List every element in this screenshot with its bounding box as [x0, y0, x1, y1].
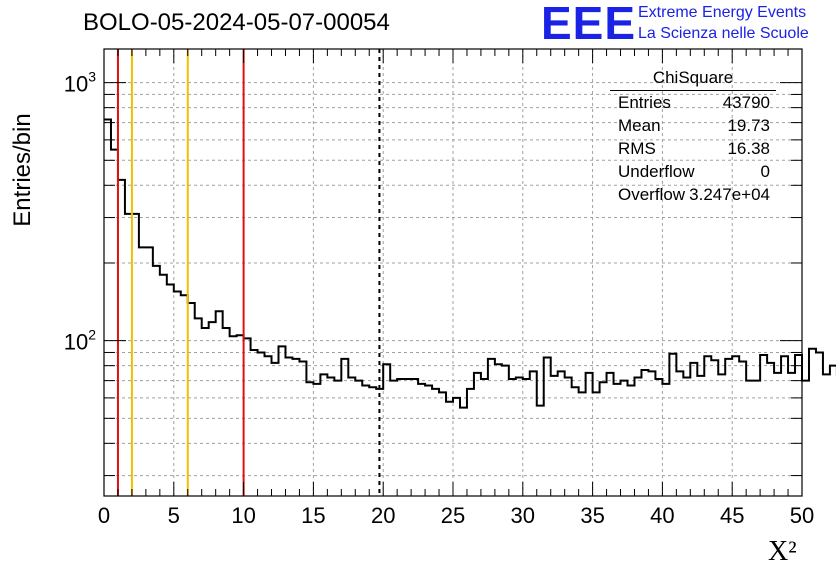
y-axis-label: Entries/bin [9, 113, 36, 227]
x-tick-label: 30 [511, 503, 535, 528]
eee-logo: EEE Extreme Energy Events La Scienza nel… [541, 0, 831, 49]
y-tick-base: 10 [64, 72, 88, 97]
stat-value: 0 [760, 162, 770, 181]
x-tick-label: 5 [168, 503, 180, 528]
x-tick-label: 35 [580, 503, 604, 528]
stat-name: Overflow [618, 185, 686, 204]
stat-row-entries: Entries 43790 [618, 93, 770, 115]
logo-line-1: Extreme Energy Events [638, 4, 807, 21]
logo-mark: EEE [541, 0, 637, 49]
x-tick-label: 0 [98, 503, 110, 528]
stats-title: ChiSquare [652, 68, 734, 87]
y-tick-exponent: 3 [88, 69, 96, 85]
x-tick-label: 45 [720, 503, 744, 528]
y-tick-label: 102 [64, 327, 96, 355]
stat-row-mean: Mean 19.73 [618, 116, 770, 138]
x-tick-label: 50 [790, 503, 814, 528]
stat-value: 16.38 [727, 139, 770, 158]
run-title: BOLO-05-2024-05-07-00054 [83, 9, 390, 36]
stats-box: ChiSquare Entries 43790 Mean 19.73 RMS 1… [610, 68, 776, 213]
stat-row-overflow: Overflow 3.247e+04 [618, 185, 770, 207]
histogram-outline [104, 118, 836, 409]
x-tick-label: 25 [441, 503, 465, 528]
x-tick-label: 10 [231, 503, 255, 528]
x-tick-label: 40 [650, 503, 674, 528]
y-tick-label: 103 [64, 69, 96, 97]
y-axis-label-box: Entries/bin [8, 110, 38, 230]
stat-name: Mean [618, 116, 661, 135]
y-tick-exponent: 2 [88, 327, 96, 343]
x-axis-label: X² [768, 536, 797, 567]
x-tick-label: 20 [371, 503, 395, 528]
y-tick-base: 10 [64, 330, 88, 355]
stat-value: 43790 [722, 93, 770, 112]
stat-name: Underflow [618, 162, 695, 181]
stat-value: 19.73 [727, 116, 770, 135]
stat-name: RMS [618, 139, 656, 158]
stat-name: Entries [618, 93, 671, 112]
stat-value: 3.247e+04 [689, 185, 770, 204]
logo-line-2: La Scienza nelle Scuole [638, 25, 809, 42]
x-tick-label: 15 [301, 503, 325, 528]
stat-row-rms: RMS 16.38 [618, 139, 770, 161]
stat-row-underflow: Underflow 0 [618, 162, 770, 184]
stats-divider [610, 90, 776, 91]
